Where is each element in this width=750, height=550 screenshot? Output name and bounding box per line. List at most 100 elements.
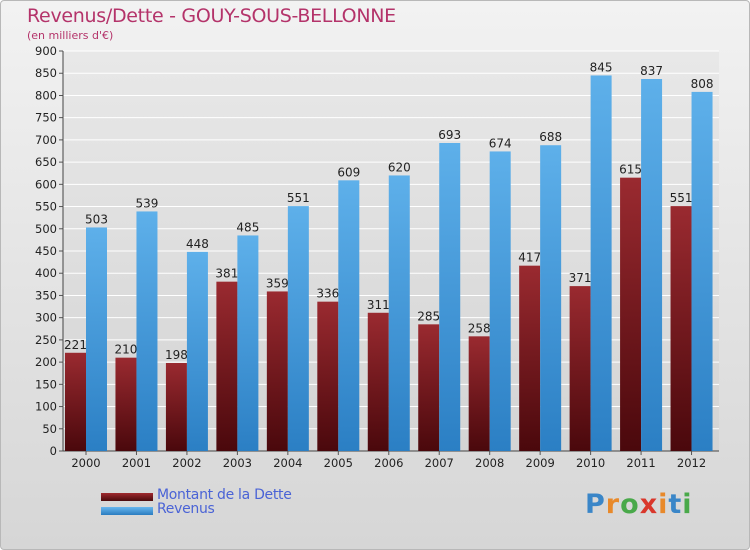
- bar-dette: [165, 363, 187, 451]
- logo-letter: P: [585, 489, 606, 520]
- x-tick-label: 2000: [71, 456, 100, 470]
- x-tick-label: 2002: [172, 456, 201, 470]
- y-tick-label: 900: [35, 44, 57, 58]
- data-label-dette: 258: [468, 321, 491, 335]
- y-tick-label: 600: [35, 177, 57, 191]
- x-tick-label: 2006: [374, 456, 403, 470]
- bar-dette: [367, 312, 389, 451]
- bar-dette: [468, 336, 490, 451]
- bar-chart: 0 50 100 150 200 250 300 350 400 450 500 550 600 650 7…: [35, 44, 719, 470]
- bar-dette: [620, 177, 642, 451]
- legend-swatch-dette: [101, 493, 153, 501]
- x-tick-label: 2001: [122, 456, 151, 470]
- y-tick-label: 300: [35, 311, 57, 325]
- data-label-dette: 210: [115, 343, 138, 357]
- x-tick-label: 2009: [526, 456, 555, 470]
- bar-dette: [317, 301, 339, 451]
- bar-revenus: [489, 151, 511, 451]
- bar-revenus: [540, 145, 562, 451]
- x-tick-label: 2012: [677, 456, 706, 470]
- bar-revenus: [691, 91, 713, 451]
- data-label-dette: 221: [64, 338, 87, 352]
- bar-revenus: [590, 75, 612, 451]
- bar-dette: [670, 206, 692, 451]
- y-tick-label: 850: [35, 66, 57, 80]
- data-label-dette: 551: [670, 191, 693, 205]
- y-tick-label: 500: [35, 222, 57, 236]
- y-tick-label: 0: [50, 444, 57, 458]
- bar-dette: [65, 352, 86, 451]
- logo-letter: o: [620, 489, 640, 520]
- bar-revenus: [388, 175, 410, 451]
- x-tick-label: 2003: [223, 456, 252, 470]
- x-tick-label: 2011: [626, 456, 655, 470]
- bar-dette: [569, 286, 591, 451]
- data-label-revenus: 485: [236, 220, 259, 234]
- bar-revenus: [86, 227, 107, 451]
- data-label-dette: 285: [417, 309, 440, 323]
- bar-revenus: [287, 206, 309, 451]
- bar-revenus: [338, 180, 360, 452]
- y-tick-label: 100: [35, 400, 57, 414]
- data-label-revenus: 837: [640, 64, 663, 78]
- data-label-dette: 311: [367, 298, 390, 312]
- chart-title: Revenus/Dette - GOUY-SOUS-BELLONNE: [27, 5, 396, 27]
- data-label-revenus: 539: [136, 196, 159, 210]
- legend-swatch-revenus: [101, 507, 153, 515]
- chart-subtitle: (en milliers d'€): [27, 29, 114, 42]
- logo-letter: r: [605, 489, 621, 520]
- data-label-revenus: 688: [539, 130, 562, 144]
- y-tick-label: 750: [35, 111, 57, 125]
- x-tick-label: 2007: [425, 456, 454, 470]
- data-label-revenus: 845: [590, 60, 613, 74]
- data-label-revenus: 448: [186, 237, 209, 251]
- y-tick-label: 650: [35, 155, 57, 169]
- x-tick-label: 2008: [475, 456, 504, 470]
- data-label-revenus: 674: [489, 136, 512, 150]
- bar-dette: [418, 324, 440, 451]
- y-tick-label: 800: [35, 88, 57, 102]
- data-label-revenus: 808: [691, 77, 714, 91]
- data-label-dette: 417: [518, 251, 541, 265]
- data-label-revenus: 609: [337, 165, 360, 179]
- bar-revenus: [237, 235, 259, 451]
- data-label-dette: 371: [569, 271, 592, 285]
- data-label-revenus: 693: [438, 128, 461, 142]
- y-tick-label: 450: [35, 244, 57, 258]
- bar-revenus: [186, 251, 208, 451]
- y-tick-label: 250: [35, 333, 57, 347]
- y-tick-label: 350: [35, 288, 57, 302]
- y-tick-label: 200: [35, 355, 57, 369]
- y-tick-label: 400: [35, 266, 57, 280]
- bar-dette: [115, 357, 137, 451]
- bar-revenus: [641, 79, 663, 451]
- y-tick-label: 150: [35, 377, 57, 391]
- data-label-dette: 615: [619, 163, 642, 177]
- logo-letter: i: [682, 489, 693, 520]
- x-tick-label: 2010: [576, 456, 605, 470]
- bar-revenus: [439, 143, 461, 451]
- y-tick-label: 50: [42, 422, 57, 436]
- logo-letter: i: [658, 489, 669, 520]
- data-label-dette: 359: [266, 276, 289, 290]
- data-label-dette: 198: [165, 348, 188, 362]
- y-tick-label: 700: [35, 133, 57, 147]
- data-label-revenus: 503: [85, 212, 108, 226]
- bar-revenus: [136, 211, 158, 451]
- data-label-dette: 336: [316, 287, 339, 301]
- data-label-revenus: 551: [287, 191, 310, 205]
- bar-dette: [216, 281, 238, 451]
- proxiti-logo: Proxiti: [585, 489, 693, 520]
- data-label-dette: 381: [215, 267, 238, 281]
- legend-label-dette: Montant de la Dette: [157, 487, 292, 503]
- data-label-revenus: 620: [388, 160, 411, 174]
- x-tick-label: 2004: [273, 456, 302, 470]
- x-tick-label: 2005: [324, 456, 353, 470]
- legend-label-revenus: Revenus: [157, 501, 215, 517]
- bar-dette: [266, 291, 288, 451]
- logo-letter: x: [639, 489, 659, 520]
- y-tick-label: 550: [35, 200, 57, 214]
- bar-dette: [519, 265, 541, 451]
- logo-letter: t: [668, 489, 683, 520]
